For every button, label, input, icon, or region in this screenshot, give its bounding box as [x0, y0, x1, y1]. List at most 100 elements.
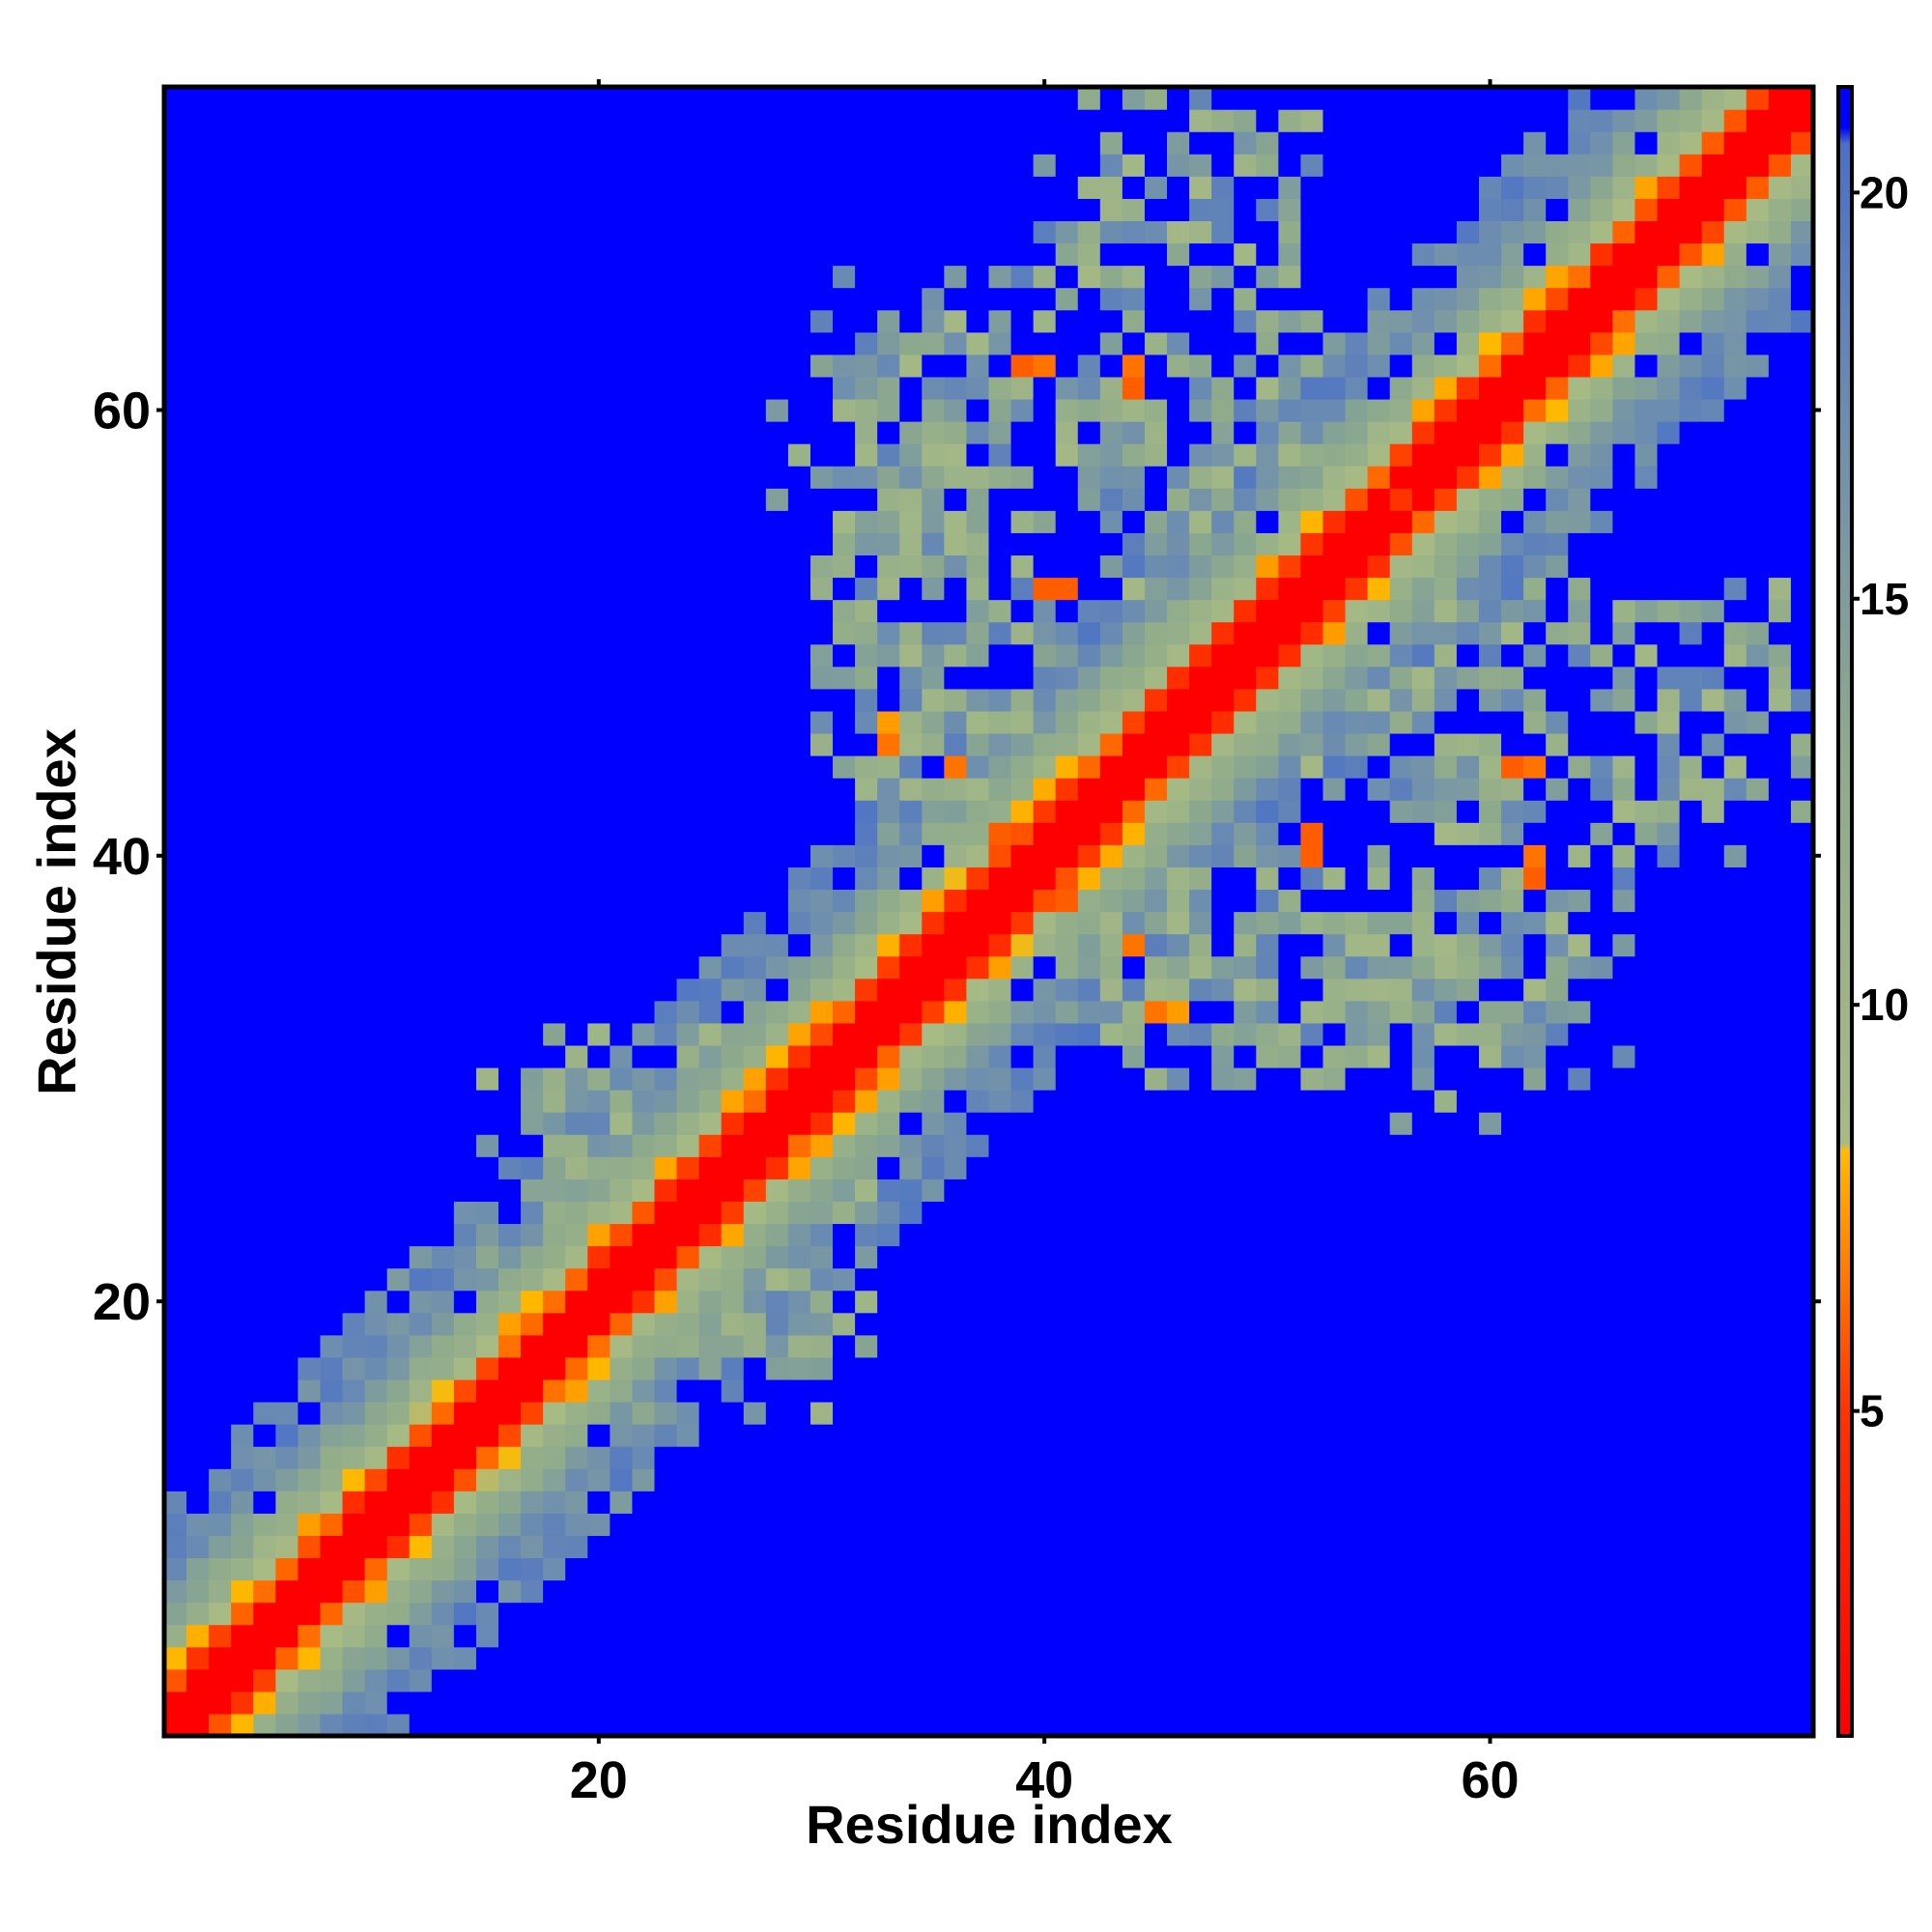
- heatmap-cell: [765, 1179, 789, 1202]
- heatmap-cell: [342, 354, 366, 378]
- heatmap-cell: [320, 1624, 344, 1648]
- heatmap-cell: [253, 1424, 276, 1447]
- heatmap-cell: [231, 732, 254, 756]
- heatmap-cell: [164, 376, 187, 400]
- heatmap-cell: [342, 443, 366, 467]
- heatmap-cell: [1010, 1668, 1035, 1692]
- heatmap-cell: [298, 242, 322, 267]
- heatmap-cell: [721, 1646, 745, 1670]
- heatmap-cell: [988, 532, 1012, 556]
- heatmap-cell: [1234, 1491, 1257, 1514]
- heatmap-cell: [1167, 109, 1190, 132]
- heatmap-cell: [1122, 466, 1146, 489]
- heatmap-cell: [721, 1223, 745, 1247]
- heatmap-cell: [1434, 621, 1458, 645]
- heatmap-cell: [320, 1713, 344, 1737]
- heatmap-cell: [899, 621, 923, 645]
- heatmap-cell: [1300, 643, 1324, 668]
- heatmap-cell: [1634, 599, 1659, 623]
- heatmap-cell: [1411, 1245, 1435, 1269]
- heatmap-cell: [610, 265, 634, 289]
- heatmap-cell: [922, 822, 945, 845]
- heatmap-cell: [1634, 1401, 1659, 1425]
- heatmap-cell: [475, 354, 499, 378]
- heatmap-cell: [498, 466, 522, 489]
- heatmap-cell: [765, 1000, 789, 1024]
- heatmap-cell: [698, 554, 723, 579]
- heatmap-cell: [1122, 131, 1146, 155]
- heatmap-cell: [944, 532, 968, 556]
- heatmap-cell: [164, 220, 187, 244]
- heatmap-cell: [253, 488, 276, 511]
- heatmap-cell: [1300, 1446, 1324, 1469]
- heatmap-cell: [1278, 1491, 1302, 1514]
- heatmap-cell: [320, 220, 344, 244]
- heatmap-cell: [1612, 331, 1636, 355]
- heatmap-cell: [1144, 131, 1168, 155]
- heatmap-cell: [1568, 265, 1591, 289]
- heatmap-cell: [1144, 1022, 1168, 1046]
- heatmap-cell: [1367, 1156, 1391, 1179]
- heatmap-cell: [1099, 1579, 1123, 1604]
- heatmap-cell: [988, 1424, 1012, 1447]
- heatmap-cell: [676, 131, 700, 155]
- heatmap-cell: [231, 1624, 254, 1648]
- heatmap-cell: [1055, 154, 1079, 177]
- heatmap-cell: [721, 488, 745, 511]
- heatmap-cell: [453, 331, 477, 355]
- heatmap-cell: [610, 1401, 634, 1425]
- heatmap-cell: [877, 1134, 900, 1157]
- heatmap-cell: [922, 1066, 945, 1091]
- heatmap-cell: [320, 198, 344, 222]
- heatmap-cell: [966, 421, 990, 444]
- heatmap-cell: [1657, 1668, 1681, 1692]
- heatmap-cell: [1657, 1356, 1681, 1380]
- heatmap-cell: [498, 688, 522, 712]
- heatmap-cell: [409, 109, 433, 132]
- heatmap-cell: [298, 331, 322, 355]
- heatmap-cell: [988, 488, 1012, 511]
- heatmap-cell: [855, 1000, 878, 1024]
- heatmap-cell: [320, 643, 344, 668]
- heatmap-cell: [1033, 889, 1057, 913]
- heatmap-cell: [1256, 1579, 1279, 1604]
- heatmap-cell: [1234, 643, 1257, 668]
- heatmap-cell: [498, 1066, 522, 1091]
- heatmap-cell: [565, 154, 588, 177]
- heatmap-cell: [632, 889, 656, 913]
- heatmap-cell: [1256, 1557, 1279, 1581]
- heatmap-cell: [810, 1557, 834, 1581]
- heatmap-cell: [855, 1022, 878, 1046]
- heatmap-cell: [988, 398, 1012, 422]
- heatmap-cell: [164, 87, 187, 110]
- heatmap-cell: [253, 1401, 276, 1425]
- heatmap-cell: [1010, 1535, 1035, 1559]
- heatmap-cell: [1345, 1424, 1369, 1447]
- heatmap-cell: [253, 443, 276, 467]
- heatmap-cell: [186, 1535, 210, 1559]
- heatmap-cell: [1501, 778, 1524, 801]
- heatmap-cell: [810, 466, 834, 489]
- heatmap-cell: [877, 1156, 900, 1179]
- heatmap-cell: [209, 844, 232, 867]
- heatmap-cell: [275, 1245, 299, 1269]
- heatmap-cell: [1055, 1156, 1079, 1179]
- heatmap-cell: [386, 1535, 411, 1559]
- heatmap-cell: [231, 510, 254, 533]
- heatmap-cell: [453, 643, 477, 668]
- heatmap-cell: [521, 1134, 544, 1157]
- heatmap-cell: [743, 154, 767, 177]
- heatmap-cell: [787, 1378, 811, 1403]
- heatmap-cell: [409, 867, 433, 891]
- heatmap-cell: [654, 242, 678, 267]
- heatmap-cell: [765, 978, 789, 1002]
- heatmap-cell: [1523, 398, 1547, 422]
- heatmap-cell: [1434, 1401, 1458, 1425]
- heatmap-cell: [565, 666, 588, 690]
- heatmap-cell: [1568, 131, 1591, 155]
- heatmap-cell: [1211, 867, 1235, 891]
- heatmap-cell: [1234, 1312, 1257, 1336]
- heatmap-cell: [565, 1446, 588, 1469]
- heatmap-cell: [1278, 176, 1302, 199]
- heatmap-cell: [1144, 1535, 1168, 1559]
